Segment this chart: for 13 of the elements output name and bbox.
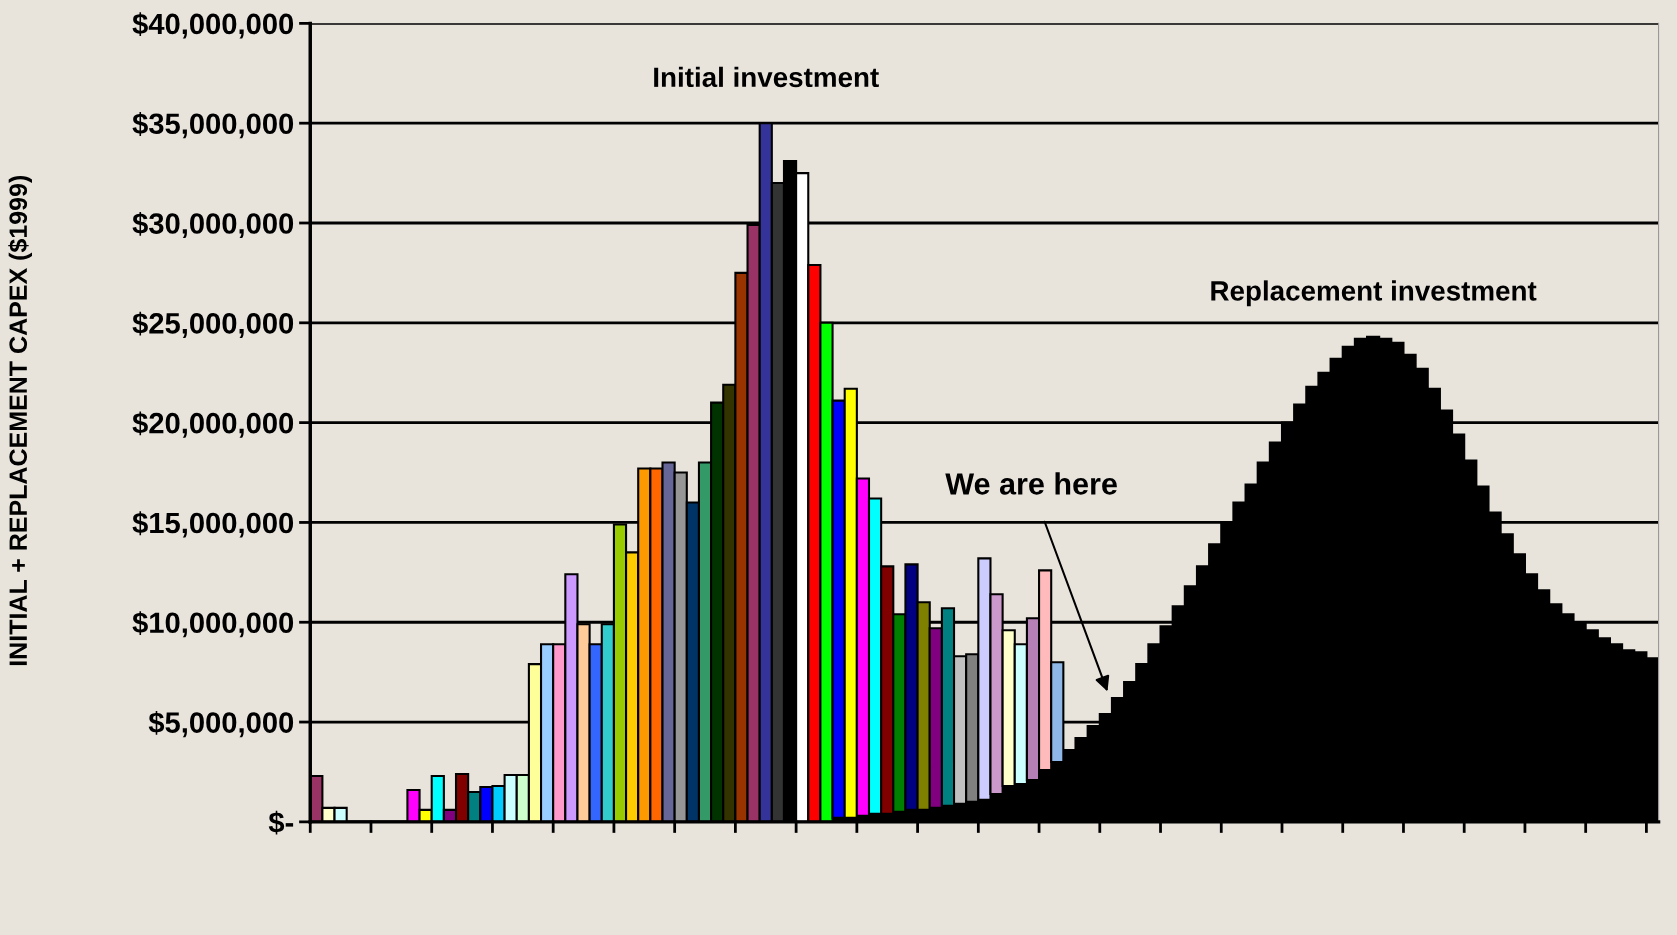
y-tick-label: $30,000,000 — [132, 211, 294, 239]
series-label: Replacement investment — [1211, 280, 1537, 307]
y-axis-title: INITIAL + REPLACEMENT CAPEX ($1999) — [8, 175, 32, 666]
y-tick-label: $20,000,000 — [132, 411, 294, 438]
series-label: Initial investment — [654, 66, 879, 88]
y-tick-label: $5,000,000 — [148, 710, 294, 738]
annotation: We are here — [945, 472, 1117, 495]
y-tick-label: $10,000,000 — [132, 611, 294, 638]
y-tick-label: $- — [268, 810, 294, 835]
y-tick-label: $40,000,000 — [132, 12, 294, 39]
y-tick-label: $25,000,000 — [132, 311, 294, 338]
y-tick-label: $35,000,000 — [132, 112, 294, 139]
y-tick-label: $15,000,000 — [132, 511, 294, 538]
